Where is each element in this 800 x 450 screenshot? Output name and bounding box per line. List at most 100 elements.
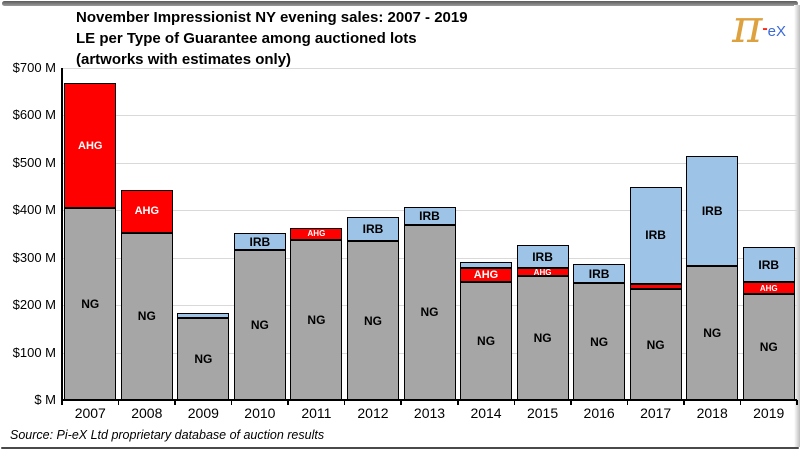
pi-ex-logo: π - eX xyxy=(732,0,786,53)
bar-2018-irb-label: IRB xyxy=(701,203,723,218)
bar-2007-ahg-label: AHG xyxy=(78,139,103,152)
bar-2015-ng-segment: NG xyxy=(516,276,569,400)
bar-2012-ng-segment: NG xyxy=(346,241,399,400)
bar-2007-ahg-segment: AHG xyxy=(64,83,117,209)
x-axis-tick-2 xyxy=(174,400,176,405)
bar-2007-ng-segment: NG xyxy=(64,208,117,400)
x-tick-label-2017: 2017 xyxy=(640,405,672,421)
x-axis-tick-10 xyxy=(626,400,629,405)
bar-2010-ng-label: NG xyxy=(250,318,269,333)
x-axis-tick-3 xyxy=(230,400,233,405)
bar-2017-ng-label: NG xyxy=(646,337,665,352)
x-tick-label-2013: 2013 xyxy=(413,405,446,421)
y-tick-label-100: $100 M xyxy=(12,344,56,360)
bar-2011-ng-label: NG xyxy=(307,313,326,328)
bar-2017-ng-segment: NG xyxy=(629,289,682,400)
gridline-500 xyxy=(62,162,797,164)
gridline-600 xyxy=(62,115,797,117)
bar-2011-ahg-segment: AHG xyxy=(290,227,343,241)
chart-title-line1: November Impressionist NY evening sales:… xyxy=(76,9,468,26)
bar-2017-irb-label: IRB xyxy=(645,228,666,243)
bar-2015-ng-label: NG xyxy=(533,331,552,346)
bar-2018-ng-label: NG xyxy=(703,325,722,340)
x-axis-tick-0 xyxy=(61,400,63,405)
bar-2009-ng-label: NG xyxy=(194,352,213,367)
bar-2012-irb-label: IRB xyxy=(362,222,384,237)
x-axis-line xyxy=(61,399,797,401)
chart-title-line3: (artworks with estimates only) xyxy=(76,51,292,68)
x-axis-tick-7 xyxy=(457,400,459,405)
x-tick-label-2009: 2009 xyxy=(187,405,219,421)
x-axis-tick-12 xyxy=(739,400,742,405)
bar-2014-ahg-label: AHG xyxy=(473,268,499,281)
y-tick-label-700: $700 M xyxy=(12,60,56,75)
x-tick-label-2015: 2015 xyxy=(526,405,559,421)
bar-2015-irb-segment: IRB xyxy=(516,245,569,269)
chart-title-line2: LE per Type of Guarantee among auctioned… xyxy=(76,30,417,47)
x-tick-label-2014: 2014 xyxy=(470,405,502,421)
bar-2017-irb-segment: IRB xyxy=(629,186,682,285)
x-tick-label-2008: 2008 xyxy=(131,405,163,421)
bar-2011-ahg-label: AHG xyxy=(307,229,326,239)
bar-2019-ahg-segment: AHG xyxy=(742,282,795,295)
bar-2019-irb-label: IRB xyxy=(758,257,780,272)
bar-2014-ng-label: NG xyxy=(477,333,496,348)
x-axis-tick-6 xyxy=(400,400,402,405)
bar-2007-ng-label: NG xyxy=(81,297,100,312)
frame-right-edge xyxy=(794,5,800,447)
bar-2018-irb-segment: IRB xyxy=(686,156,739,266)
bar-2010-irb-segment: IRB xyxy=(233,233,286,251)
gridline-700 xyxy=(62,68,797,69)
bar-2015-ahg-segment: AHG xyxy=(516,268,569,277)
frame-top-edge xyxy=(2,1,798,6)
bar-2013-ng-label: NG xyxy=(420,305,439,320)
x-tick-label-2018: 2018 xyxy=(696,405,728,421)
chart-title: November Impressionist NY evening sales:… xyxy=(76,7,468,70)
bar-2014-ahg-segment: AHG xyxy=(460,267,513,282)
pi-logo-dash: - xyxy=(762,20,768,37)
y-tick-label-200: $200 M xyxy=(12,297,56,313)
bar-2015-ahg-label: AHG xyxy=(533,268,552,277)
x-tick-label-2007: 2007 xyxy=(74,405,106,421)
bar-2019-irb-segment: IRB xyxy=(742,246,795,283)
bar-2019-ng-label: NG xyxy=(759,340,778,355)
x-tick-label-2016: 2016 xyxy=(583,405,615,421)
y-tick-label-0: $ M xyxy=(34,392,56,407)
x-axis-tick-13 xyxy=(796,400,798,405)
bar-2008-ahg-segment: AHG xyxy=(120,190,173,233)
bar-2015-irb-label: IRB xyxy=(532,249,553,264)
bar-2019-ahg-label: AHG xyxy=(759,283,778,293)
x-tick-label-2010: 2010 xyxy=(244,405,276,421)
bar-2016-irb-segment: IRB xyxy=(573,264,626,284)
bar-2012-irb-segment: IRB xyxy=(346,217,399,242)
x-axis-tick-11 xyxy=(683,400,685,405)
bar-2014-ng-segment: NG xyxy=(460,281,513,400)
bar-2013-irb-segment: IRB xyxy=(403,206,456,225)
bar-2008-ng-label: NG xyxy=(137,309,156,324)
bar-2013-ng-segment: NG xyxy=(403,224,456,400)
bar-2009-ng-segment: NG xyxy=(177,318,230,400)
y-axis-line xyxy=(61,68,63,400)
bar-2017-ahg-segment xyxy=(629,284,682,289)
bar-2016-ng-label: NG xyxy=(590,334,609,349)
y-tick-label-600: $600 M xyxy=(12,107,56,123)
bar-2014-irb-segment xyxy=(460,261,513,268)
x-axis-tick-8 xyxy=(513,400,516,405)
x-tick-label-2011: 2011 xyxy=(301,405,332,421)
source-note: Source: Pi-eX Ltd proprietary database o… xyxy=(10,428,325,442)
x-axis-tick-5 xyxy=(343,400,346,405)
bar-2012-ng-label: NG xyxy=(363,313,382,328)
bar-2010-ng-segment: NG xyxy=(233,250,286,400)
x-axis-tick-9 xyxy=(570,400,572,405)
x-axis-tick-4 xyxy=(287,400,289,405)
pi-logo-symbol: π xyxy=(732,0,763,53)
bar-2016-irb-label: IRB xyxy=(588,266,610,281)
y-tick-label-400: $400 M xyxy=(12,202,56,218)
bar-2009-irb-segment xyxy=(177,313,230,319)
bar-2010-irb-label: IRB xyxy=(249,234,271,249)
frame-bottom-edge xyxy=(1,447,799,449)
y-tick-label-300: $300 M xyxy=(12,249,56,265)
bar-2018-ng-segment: NG xyxy=(686,265,739,400)
x-tick-label-2012: 2012 xyxy=(357,405,389,421)
